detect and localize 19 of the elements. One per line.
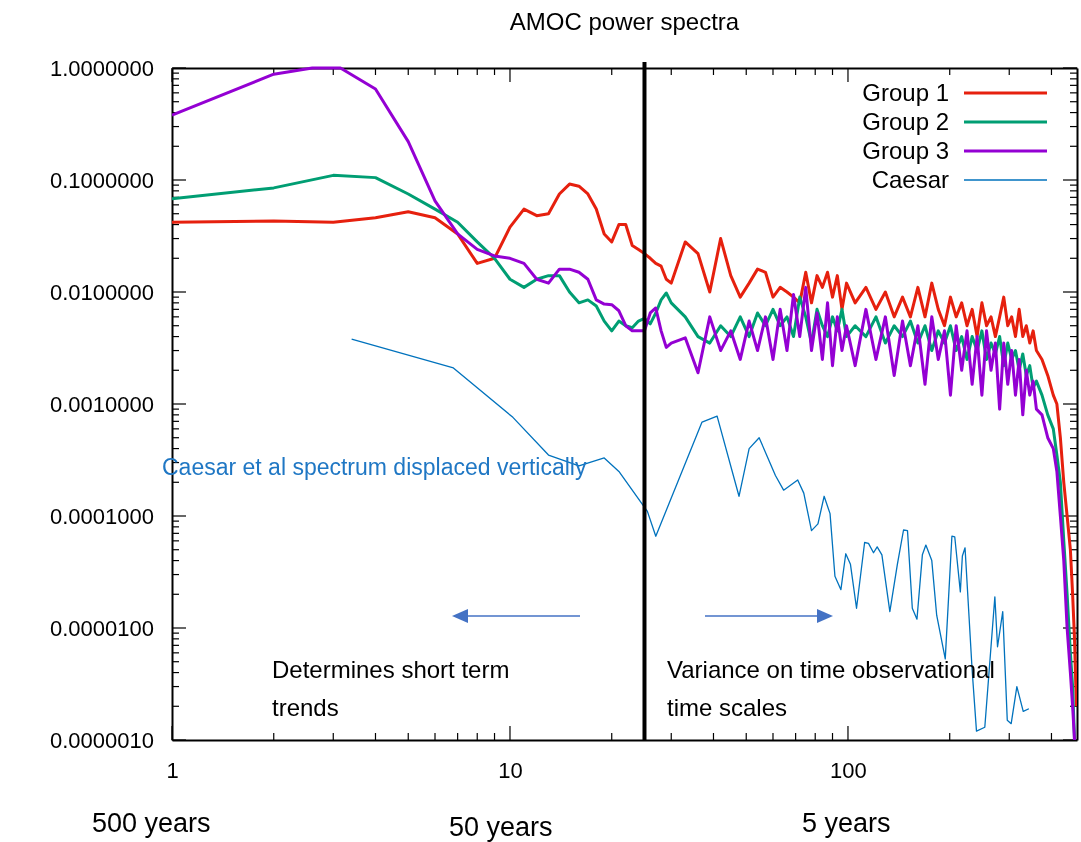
text: 5 years xyxy=(802,808,891,838)
text: 500 years xyxy=(92,808,211,838)
x-tick-label: 10 xyxy=(498,757,523,783)
y-tick-label: 0.1000000 xyxy=(50,167,154,193)
y-tick-label: 1.0000000 xyxy=(50,55,154,81)
legend-label: Caesar xyxy=(871,166,949,193)
y-tick-label: 0.0000100 xyxy=(50,615,154,641)
chart-title: AMOC power spectra xyxy=(509,8,740,35)
annotation: Determines short term trends xyxy=(272,656,510,722)
y-tick-label: 0.0010000 xyxy=(50,391,154,417)
text: 50 years xyxy=(449,812,553,842)
legend-label: Group 1 xyxy=(862,79,949,106)
x-tick-label: 1 xyxy=(166,757,179,783)
y-tick-label: 0.0100000 xyxy=(50,279,154,305)
x-tick-label: 100 xyxy=(830,757,867,783)
legend-label: Group 3 xyxy=(862,137,949,164)
legend-label: Group 2 xyxy=(862,108,949,135)
y-tick-label: 0.0000010 xyxy=(50,727,154,753)
y-tick-label: 0.0001000 xyxy=(50,503,154,529)
